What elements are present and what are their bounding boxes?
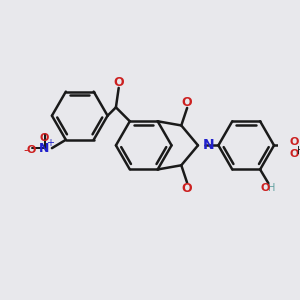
Text: O: O <box>260 183 269 193</box>
Text: H: H <box>297 146 300 156</box>
Text: O: O <box>113 76 124 89</box>
Text: +: + <box>46 138 54 148</box>
Text: N: N <box>39 142 50 154</box>
Text: O: O <box>27 145 36 155</box>
Text: O: O <box>182 182 192 195</box>
Text: N: N <box>202 138 214 152</box>
Text: O: O <box>40 133 49 143</box>
Text: O: O <box>290 149 299 159</box>
Text: O: O <box>182 96 192 109</box>
Text: -: - <box>24 144 28 158</box>
Text: H: H <box>268 183 275 193</box>
Text: O: O <box>290 137 299 147</box>
